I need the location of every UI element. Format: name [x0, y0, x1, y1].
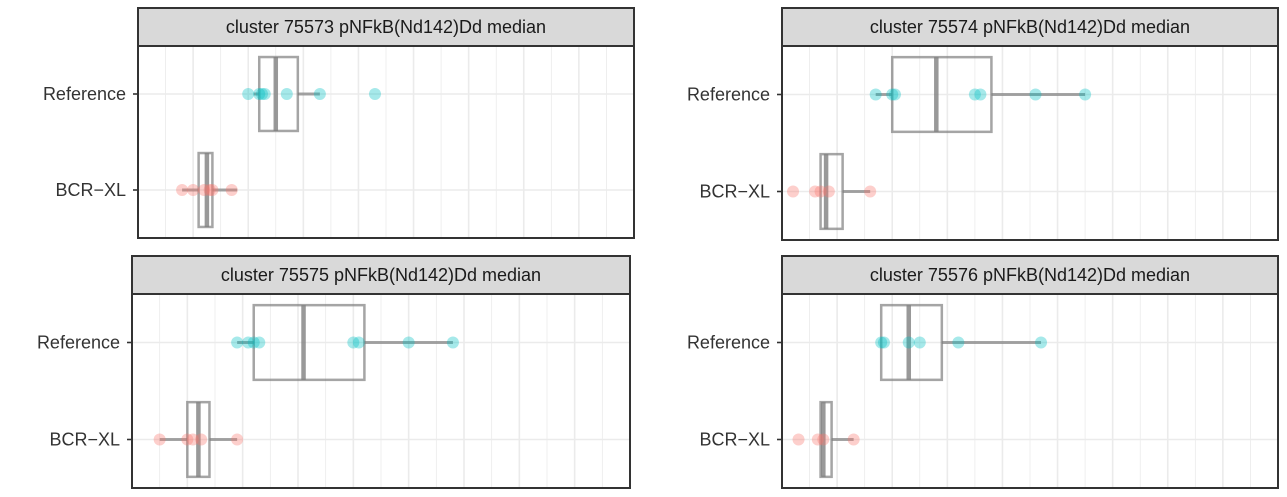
data-point-bcr-xl: [814, 185, 827, 198]
data-point-reference: [1035, 336, 1048, 349]
category-label-bcr-xl: BCR−XL: [55, 180, 126, 200]
data-point-reference: [446, 336, 459, 349]
category-label-reference: Reference: [687, 85, 770, 105]
data-point-reference: [952, 336, 965, 349]
data-point-reference: [253, 88, 266, 100]
data-point-bcr-xl: [153, 433, 166, 446]
iqr-box: [252, 303, 366, 382]
data-point-reference: [974, 88, 987, 101]
data-point-bcr-xl: [864, 185, 877, 198]
facet-strip: [781, 255, 1279, 295]
iqr-box: [819, 400, 833, 479]
facet-title: cluster 75573 pNFkB(Nd142)Dd median: [226, 17, 546, 37]
data-point-bcr-xl: [176, 184, 189, 196]
data-point-bcr-xl: [817, 433, 830, 446]
data-point-reference: [888, 88, 901, 101]
data-point-bcr-xl: [231, 433, 244, 446]
facet-svg: Reference BCR−XL cluster 75574 pNFkB(Nd142…: [687, 7, 1279, 241]
data-point-reference: [1029, 88, 1042, 101]
category-label-reference: Reference: [37, 333, 120, 353]
facet-panel-75575: Reference BCR−XL cluster 75575 pNFkB(Nd142…: [0, 252, 640, 492]
box-reference: [253, 55, 320, 133]
box-bcr-xl: [819, 400, 854, 479]
facet-title: cluster 75575 pNFkB(Nd142)Dd median: [221, 265, 541, 285]
facet-svg: Reference BCR−XL cluster 75575 pNFkB(Nd142…: [37, 255, 631, 489]
data-point-reference: [280, 88, 293, 100]
iqr-box: [819, 152, 844, 231]
data-point-reference: [902, 336, 915, 349]
data-point-bcr-xl: [195, 433, 208, 446]
data-point-reference: [352, 336, 365, 349]
box-bcr-xl: [159, 400, 238, 479]
facet-strip: [137, 7, 635, 47]
box-reference: [879, 303, 1042, 382]
data-point-reference: [313, 88, 326, 100]
data-point-bcr-xl: [811, 433, 824, 446]
data-point-bcr-xl: [225, 184, 238, 196]
data-point-reference: [877, 336, 890, 349]
data-point-reference: [913, 336, 926, 349]
data-point-reference: [242, 88, 255, 100]
category-label-bcr-xl: BCR−XL: [699, 182, 770, 202]
data-point-bcr-xl: [203, 184, 216, 196]
box-bcr-xl: [182, 151, 238, 229]
category-label-reference: Reference: [43, 84, 126, 104]
box-bcr-xl: [819, 152, 871, 231]
data-point-bcr-xl: [181, 433, 194, 446]
category-label-bcr-xl: BCR−XL: [699, 430, 770, 450]
data-point-reference: [968, 88, 981, 101]
data-point-reference: [886, 88, 899, 101]
data-point-reference: [402, 336, 415, 349]
data-point-bcr-xl: [787, 185, 800, 198]
facet-strip: [131, 255, 631, 295]
data-point-reference: [869, 88, 882, 101]
data-point-reference: [231, 336, 244, 349]
facet-strip: [781, 7, 1279, 47]
iqr-box: [890, 55, 993, 134]
facet-svg: Reference BCR−XL cluster 75573 pNFkB(Nd142…: [43, 7, 635, 239]
data-point-bcr-xl: [206, 184, 219, 196]
data-point-reference: [247, 336, 260, 349]
data-point-reference: [253, 336, 266, 349]
iqr-box: [257, 55, 300, 133]
data-point-reference: [368, 88, 381, 100]
category-label-reference: Reference: [687, 333, 770, 353]
data-point-bcr-xl: [792, 433, 805, 446]
data-point-reference: [1079, 88, 1092, 101]
category-label-bcr-xl: BCR−XL: [49, 430, 120, 450]
data-point-reference: [347, 336, 360, 349]
data-point-bcr-xl: [847, 433, 860, 446]
data-point-reference: [258, 88, 271, 100]
data-point-bcr-xl: [186, 433, 199, 446]
data-point-bcr-xl: [822, 185, 835, 198]
facet-title: cluster 75574 pNFkB(Nd142)Dd median: [870, 17, 1190, 37]
data-point-reference: [256, 88, 268, 100]
box-reference: [875, 55, 1086, 134]
data-point-reference: [242, 336, 255, 349]
data-point-bcr-xl: [187, 184, 200, 196]
facet-panel-75576: Reference BCR−XL cluster 75576 pNFkB(Nd142…: [645, 252, 1285, 492]
facet-svg: Reference BCR−XL cluster 75576 pNFkB(Nd142…: [687, 255, 1279, 489]
iqr-box: [879, 303, 944, 382]
data-point-bcr-xl: [198, 184, 211, 196]
facet-panel-75573: Reference BCR−XL cluster 75573 pNFkB(Nd142…: [0, 6, 640, 244]
box-reference: [237, 303, 453, 382]
facet-title: cluster 75576 pNFkB(Nd142)Dd median: [870, 265, 1190, 285]
facet-panel-75574: Reference BCR−XL cluster 75574 pNFkB(Nd142…: [645, 6, 1285, 244]
data-point-reference: [875, 336, 888, 349]
data-point-bcr-xl: [809, 185, 822, 198]
